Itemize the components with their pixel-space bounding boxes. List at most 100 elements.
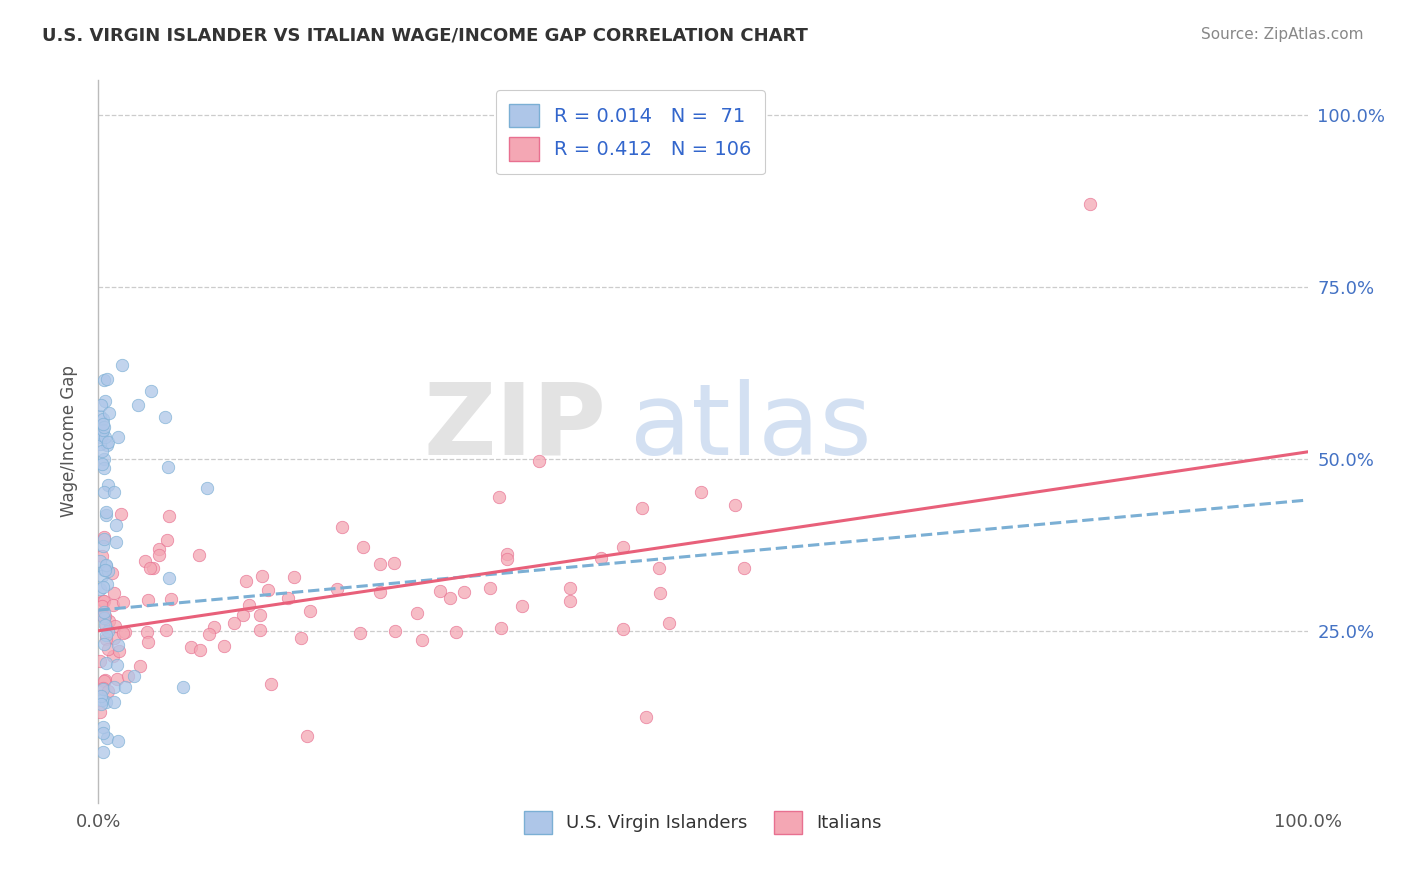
Point bbox=[249, 623, 271, 637]
Point bbox=[277, 591, 299, 606]
Point bbox=[96, 564, 118, 578]
Point bbox=[527, 454, 550, 468]
Point bbox=[91, 549, 114, 563]
Point bbox=[93, 637, 115, 651]
Point bbox=[156, 533, 179, 548]
Point bbox=[91, 720, 114, 734]
Point bbox=[160, 591, 183, 606]
Point bbox=[142, 561, 165, 575]
Point bbox=[96, 559, 118, 574]
Point bbox=[157, 508, 180, 523]
Point bbox=[93, 610, 115, 624]
Point bbox=[94, 430, 117, 444]
Point bbox=[96, 372, 118, 386]
Y-axis label: Wage/Income Gap: Wage/Income Gap bbox=[59, 366, 77, 517]
Point bbox=[591, 550, 613, 565]
Point bbox=[138, 560, 160, 574]
Point bbox=[93, 605, 115, 619]
Point bbox=[444, 624, 467, 639]
Point bbox=[299, 605, 322, 619]
Point bbox=[332, 519, 354, 533]
Point bbox=[295, 729, 318, 743]
Point bbox=[105, 672, 128, 686]
Point bbox=[96, 577, 118, 591]
Point bbox=[491, 621, 513, 635]
Point bbox=[96, 731, 118, 746]
Point bbox=[93, 673, 115, 688]
Point bbox=[94, 618, 117, 632]
Point bbox=[153, 409, 176, 424]
Point bbox=[733, 561, 755, 575]
Point bbox=[89, 554, 111, 568]
Point bbox=[155, 623, 177, 637]
Point bbox=[134, 554, 156, 568]
Point bbox=[91, 417, 114, 431]
Point bbox=[232, 607, 254, 622]
Point bbox=[496, 552, 519, 566]
Point bbox=[636, 709, 658, 723]
Point bbox=[104, 518, 127, 533]
Point bbox=[612, 541, 634, 555]
Point bbox=[250, 569, 273, 583]
Point bbox=[90, 697, 112, 711]
Point bbox=[89, 582, 111, 596]
Point bbox=[90, 428, 112, 442]
Point bbox=[90, 599, 112, 613]
Point bbox=[93, 530, 115, 544]
Point bbox=[114, 680, 136, 694]
Point bbox=[111, 359, 134, 373]
Point bbox=[202, 620, 225, 634]
Point bbox=[488, 490, 510, 504]
Point bbox=[114, 625, 136, 640]
Point bbox=[260, 676, 283, 690]
Point bbox=[94, 673, 117, 687]
Point bbox=[148, 548, 170, 562]
Point bbox=[93, 563, 115, 577]
Point bbox=[136, 593, 159, 607]
Point bbox=[188, 643, 211, 657]
Point bbox=[325, 582, 347, 597]
Point bbox=[352, 541, 374, 555]
Point bbox=[103, 586, 125, 600]
Point bbox=[91, 444, 114, 458]
Point bbox=[650, 586, 672, 600]
Point bbox=[93, 539, 115, 553]
Point bbox=[368, 584, 391, 599]
Point bbox=[94, 695, 117, 709]
Point bbox=[238, 598, 260, 612]
Point bbox=[103, 484, 125, 499]
Point bbox=[94, 558, 117, 572]
Point bbox=[110, 507, 132, 521]
Point bbox=[97, 641, 120, 656]
Point bbox=[90, 689, 112, 703]
Point bbox=[439, 591, 461, 605]
Point bbox=[478, 581, 501, 595]
Point bbox=[235, 574, 257, 588]
Point bbox=[96, 628, 118, 642]
Point bbox=[411, 632, 433, 647]
Point bbox=[93, 373, 115, 387]
Point bbox=[560, 594, 582, 608]
Point bbox=[612, 622, 634, 636]
Point bbox=[157, 571, 180, 585]
Point bbox=[94, 609, 117, 624]
Point bbox=[90, 607, 112, 621]
Point bbox=[96, 438, 118, 452]
Point bbox=[94, 508, 117, 523]
Point bbox=[89, 654, 111, 668]
Point bbox=[382, 556, 405, 570]
Point bbox=[406, 606, 429, 620]
Point bbox=[122, 668, 145, 682]
Point bbox=[690, 485, 713, 500]
Point bbox=[107, 638, 129, 652]
Point bbox=[93, 393, 115, 408]
Point bbox=[97, 624, 120, 639]
Point bbox=[157, 460, 180, 475]
Point bbox=[91, 681, 114, 696]
Point bbox=[198, 627, 221, 641]
Point bbox=[93, 484, 115, 499]
Point bbox=[107, 734, 129, 748]
Point bbox=[138, 635, 160, 649]
Point bbox=[349, 626, 371, 640]
Point bbox=[172, 680, 194, 694]
